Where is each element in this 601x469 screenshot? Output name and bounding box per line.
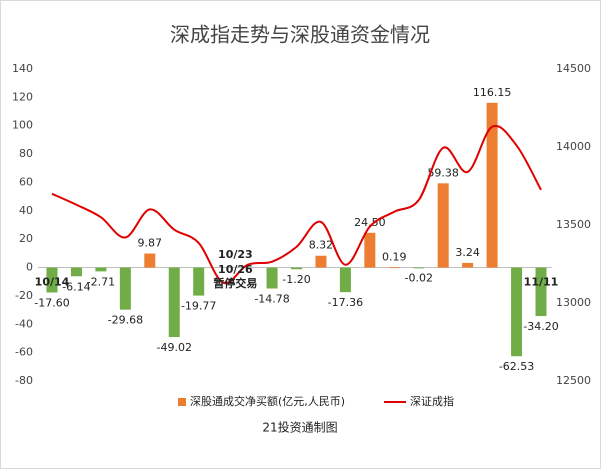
data-label: -14.78 xyxy=(254,293,289,306)
y2-tick-label: 14500 xyxy=(556,62,591,75)
line xyxy=(51,124,542,285)
data-label: 59.38 xyxy=(427,166,459,179)
bar xyxy=(193,267,205,296)
data-label: -19.77 xyxy=(181,300,216,313)
bar xyxy=(339,267,351,293)
y-tick-label: -80 xyxy=(15,374,33,387)
data-label: -62.53 xyxy=(499,360,534,373)
bar xyxy=(535,267,547,317)
y-tick-label: 140 xyxy=(12,62,33,75)
bar xyxy=(462,262,474,268)
y2-tick-label: 14000 xyxy=(556,140,591,153)
x-tick-label: 10/14 xyxy=(35,276,70,289)
chart-title: 深成指走势与深股通资金情况 xyxy=(170,23,430,47)
data-label: -34.20 xyxy=(523,320,558,333)
legend-swatch xyxy=(178,398,186,406)
data-label: -2.71 xyxy=(87,275,115,288)
bar xyxy=(70,267,82,277)
y-tick-label: 60 xyxy=(19,175,33,188)
data-label: -49.02 xyxy=(157,341,192,354)
bar xyxy=(437,183,449,268)
y-tick-label: 80 xyxy=(19,147,33,160)
bar xyxy=(291,267,302,270)
y-tick-label: 40 xyxy=(19,204,33,217)
x-tick-label: 11/11 xyxy=(524,276,559,289)
bar xyxy=(315,255,327,268)
source: 21投资通制图 xyxy=(262,420,337,435)
y2-tick-label: 13500 xyxy=(556,218,591,231)
bar xyxy=(388,267,400,269)
data-label: 8.32 xyxy=(309,239,334,252)
bar xyxy=(413,267,425,269)
bar xyxy=(95,267,107,272)
data-label: 0.19 xyxy=(382,250,407,263)
y-tick-label: 20 xyxy=(19,232,33,245)
data-label: 9.87 xyxy=(138,237,163,250)
y-tick-label: -60 xyxy=(15,346,33,359)
annotation: 10/26 xyxy=(218,263,253,276)
data-label: -17.60 xyxy=(34,297,69,310)
legend-label: 深股通成交净买额(亿元,人民币) xyxy=(190,394,345,408)
bar xyxy=(144,253,156,268)
y-tick-label: -20 xyxy=(15,289,33,302)
data-label: 3.24 xyxy=(455,246,480,259)
bar xyxy=(168,267,180,338)
bar xyxy=(486,102,498,268)
data-label: -1.20 xyxy=(282,273,310,286)
y2-tick-label: 12500 xyxy=(556,374,591,387)
y2-tick-label: 13000 xyxy=(556,296,591,309)
bar xyxy=(266,267,278,289)
y-tick-label: 120 xyxy=(12,90,33,103)
data-label: 116.15 xyxy=(473,86,512,99)
data-label: -6.14 xyxy=(62,280,90,293)
data-label: -29.68 xyxy=(108,314,143,327)
data-label: -0.02 xyxy=(405,272,433,285)
bar xyxy=(46,267,58,293)
annotation: 暂停交易 xyxy=(213,276,257,290)
bar xyxy=(364,232,376,268)
y-tick-label: 0 xyxy=(26,261,33,274)
annotation: 10/23 xyxy=(218,248,253,261)
bar xyxy=(511,267,523,357)
y-tick-label: -40 xyxy=(15,317,33,330)
data-label: -17.36 xyxy=(328,296,363,309)
y-tick-label: 100 xyxy=(12,119,33,132)
bar xyxy=(119,267,131,310)
legend-label: 深证成指 xyxy=(410,394,454,408)
